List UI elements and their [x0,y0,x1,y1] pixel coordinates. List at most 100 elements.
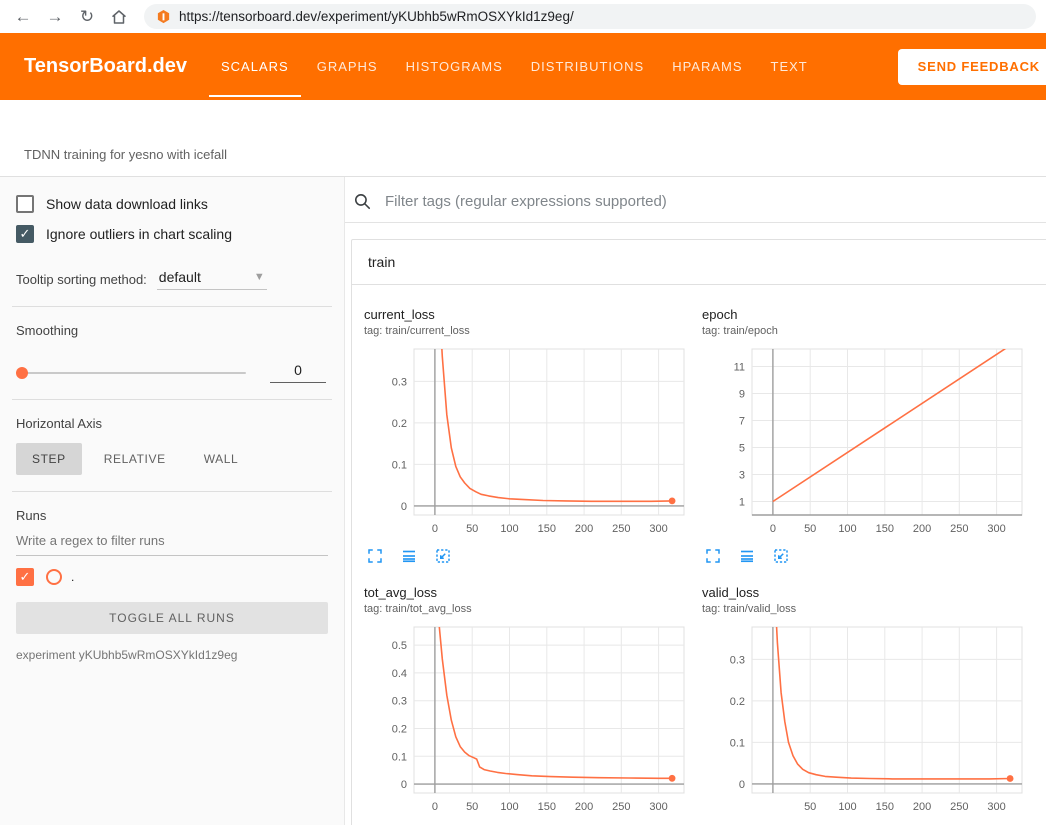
svg-text:7: 7 [739,416,745,428]
brand-title: TensorBoard.dev [24,33,187,100]
address-bar[interactable]: https://tensorboard.dev/experiment/yKUbh… [144,4,1036,29]
svg-text:5: 5 [739,443,745,455]
svg-text:50: 50 [804,801,816,813]
svg-text:300: 300 [649,523,667,535]
divider [12,306,332,307]
home-icon[interactable] [106,4,132,30]
svg-text:50: 50 [466,801,478,813]
chart-plot[interactable]: 0501001502002503001357911 [702,343,1040,541]
run-row[interactable]: ✓ . [16,568,328,586]
tab-distributions[interactable]: DISTRIBUTIONS [517,33,658,100]
divider [12,399,332,400]
tab-histograms[interactable]: HISTOGRAMS [392,33,517,100]
run-color-icon [46,569,62,585]
svg-text:0: 0 [401,501,407,513]
section-title[interactable]: train [352,240,1046,285]
tag-filter-row [345,177,1046,223]
search-icon [353,192,372,211]
svg-text:200: 200 [913,801,931,813]
send-feedback-button[interactable]: SEND FEEDBACK [898,49,1046,85]
experiment-id-label: experiment yKUbhb5wRmOSXYkId1z9eg [16,648,328,662]
svg-text:0: 0 [432,523,438,535]
tooltip-sorting-row: Tooltip sorting method: default ▼ [16,267,328,290]
chart-plot[interactable]: 05010015020025030000.10.20.30.40.5 [364,621,702,819]
smoothing-slider[interactable] [18,372,246,374]
svg-text:150: 150 [538,801,556,813]
show-download-checkbox[interactable] [16,195,34,213]
svg-text:0.3: 0.3 [392,696,407,708]
svg-text:200: 200 [575,801,593,813]
chart-card-current-loss: current_loss tag: train/current_loss 050… [364,307,702,565]
expand-icon[interactable] [704,547,722,565]
top-nav: SCALARS GRAPHS HISTOGRAMS DISTRIBUTIONS … [207,33,822,100]
experiment-description: TDNN training for yesno with icefall [24,147,227,162]
svg-text:200: 200 [575,523,593,535]
smoothing-slider-thumb[interactable] [16,367,28,379]
svg-text:0: 0 [770,523,776,535]
svg-text:300: 300 [987,801,1005,813]
svg-text:0.1: 0.1 [392,459,407,471]
page: ← → ↻ https://tensorboard.dev/experiment… [0,0,1046,825]
tab-graphs[interactable]: GRAPHS [303,33,392,100]
svg-text:0: 0 [432,801,438,813]
svg-text:0.4: 0.4 [392,668,407,680]
svg-text:50: 50 [466,523,478,535]
svg-text:0.3: 0.3 [392,376,407,388]
toggle-all-runs-button[interactable]: TOGGLE ALL RUNS [16,602,328,634]
log-scale-icon[interactable] [738,547,756,565]
expand-icon[interactable] [366,547,384,565]
axis-relative-button[interactable]: RELATIVE [88,443,182,475]
run-name: . [71,570,74,584]
settings-sidebar: Show data download links ✓ Ignore outlie… [0,177,345,825]
svg-text:150: 150 [876,801,894,813]
smoothing-slider-row: 0 [18,362,326,383]
ignore-outliers-label: Ignore outliers in chart scaling [46,226,232,242]
tooltip-sorting-value: default [159,269,201,285]
back-icon[interactable]: ← [10,4,36,30]
forward-icon[interactable]: → [42,4,68,30]
svg-text:250: 250 [612,523,630,535]
charts-grid: current_loss tag: train/current_loss 050… [352,285,1046,825]
show-download-row: Show data download links [16,195,328,213]
chevron-down-icon: ▼ [254,271,265,283]
chart-plot[interactable]: 5010015020025030000.10.20.3 [702,621,1040,819]
svg-text:0.3: 0.3 [730,654,745,666]
log-scale-icon[interactable] [400,547,418,565]
chart-title: tot_avg_loss [364,585,702,600]
divider [12,491,332,492]
ignore-outliers-checkbox[interactable]: ✓ [16,225,34,243]
axis-step-button[interactable]: STEP [16,443,82,475]
chart-tag: tag: train/epoch [702,325,1040,337]
svg-text:9: 9 [739,389,745,401]
svg-text:300: 300 [987,523,1005,535]
svg-text:250: 250 [950,523,968,535]
tag-filter-input[interactable] [383,192,1038,211]
smoothing-value-input[interactable]: 0 [270,362,326,383]
svg-text:0.1: 0.1 [392,751,407,763]
fit-domain-icon[interactable] [434,547,452,565]
runs-filter-input[interactable] [16,525,328,556]
svg-text:100: 100 [838,801,856,813]
axis-wall-button[interactable]: WALL [188,443,255,475]
reload-icon[interactable]: ↻ [74,4,100,30]
svg-text:0: 0 [401,779,407,791]
fit-domain-icon[interactable] [772,547,790,565]
chart-tag: tag: train/current_loss [364,325,702,337]
tooltip-sorting-dropdown[interactable]: default ▼ [157,267,267,290]
tab-hparams[interactable]: HPARAMS [658,33,756,100]
chart-plot[interactable]: 05010015020025030000.10.20.3 [364,343,702,541]
tab-text[interactable]: TEXT [757,33,822,100]
tab-scalars[interactable]: SCALARS [207,33,303,100]
svg-text:11: 11 [734,362,745,374]
svg-text:100: 100 [500,523,518,535]
svg-text:0.2: 0.2 [392,418,407,430]
chart-title: epoch [702,307,1040,322]
run-checkbox[interactable]: ✓ [16,568,34,586]
chart-card-valid-loss: valid_loss tag: train/valid_loss 5010015… [702,585,1040,825]
chart-tag: tag: train/valid_loss [702,603,1040,615]
runs-label: Runs [16,508,328,523]
content: Show data download links ✓ Ignore outlie… [0,177,1046,825]
chart-actions [364,819,702,825]
svg-text:250: 250 [612,801,630,813]
svg-text:0: 0 [739,779,745,791]
